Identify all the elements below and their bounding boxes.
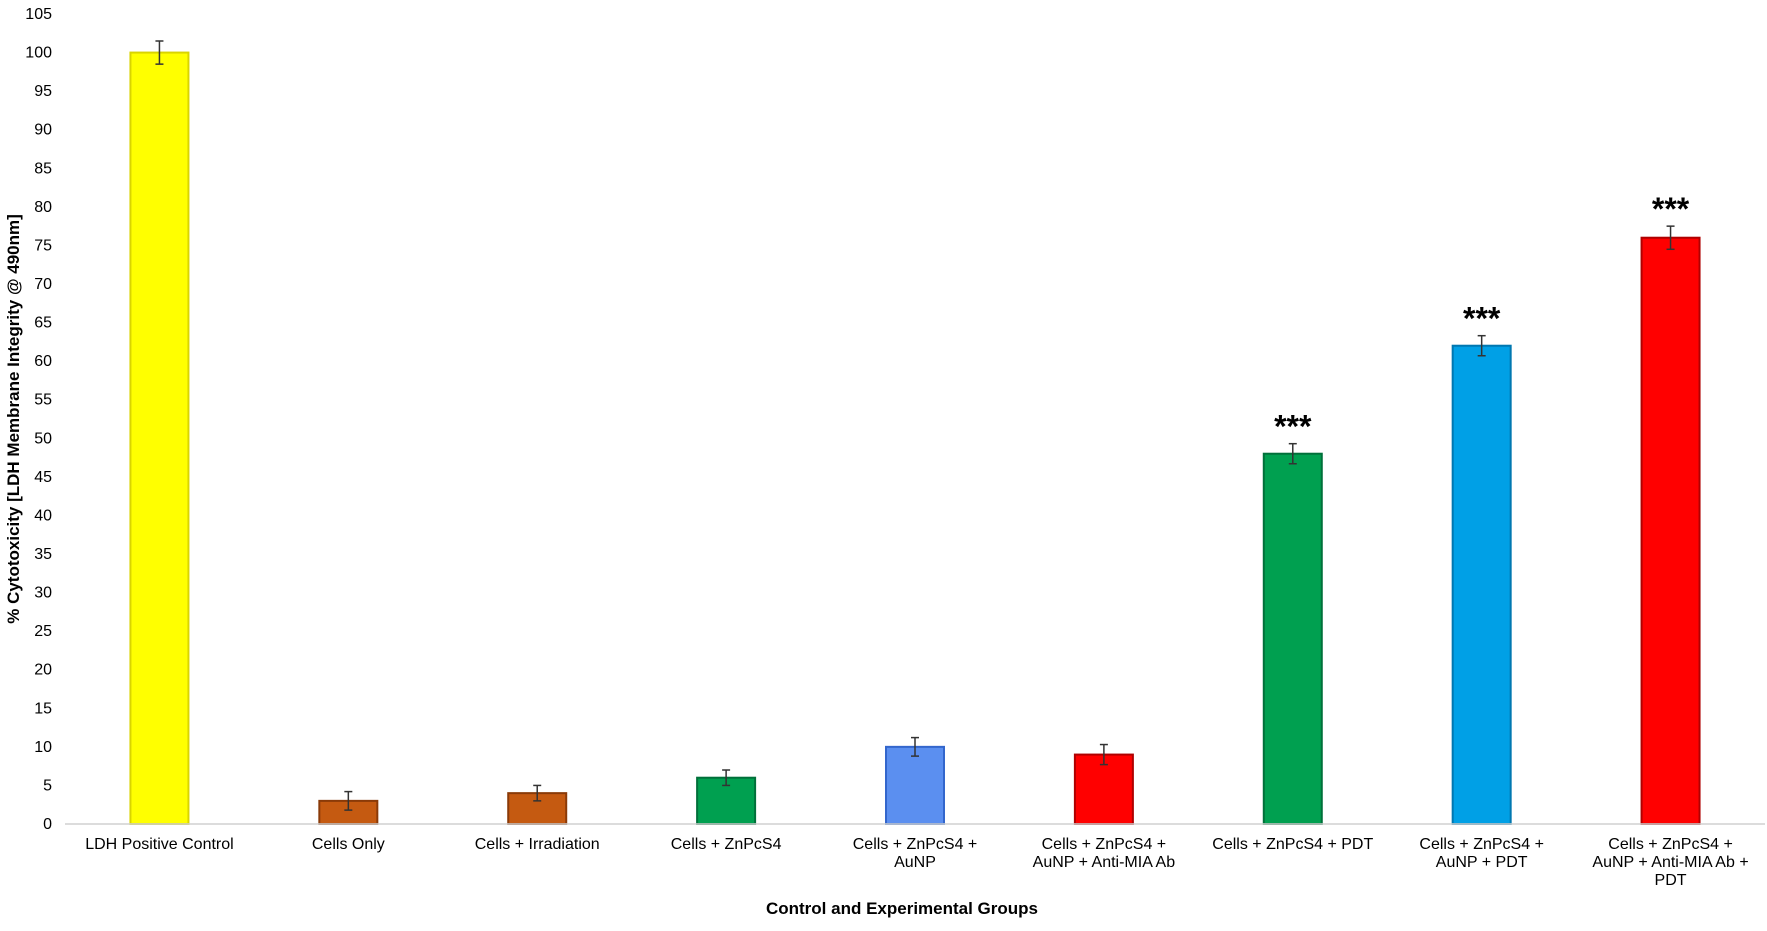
category-label: Cells + ZnPcS4 + <box>1419 836 1544 853</box>
category-label: AuNP <box>894 854 936 871</box>
category-label: Cells + ZnPcS4 + <box>853 836 978 853</box>
y-axis-ticks: 0 5 10 15 20 25 30 35 40 45 50 55 60 65 70 75 80 85 90 95 10… <box>25 6 52 833</box>
significance-label: *** <box>1274 409 1312 445</box>
category-label: PDT <box>1655 872 1687 889</box>
y-tick-label: 50 <box>34 430 52 447</box>
category-label: Cells + ZnPcS4 <box>671 836 782 853</box>
y-tick-label: 105 <box>25 6 52 23</box>
y-tick-label: 60 <box>34 353 52 370</box>
bar <box>129 51 190 826</box>
y-tick-label: 15 <box>34 700 52 717</box>
significance-label: *** <box>1652 191 1690 227</box>
y-tick-label: 0 <box>43 816 52 833</box>
category-label: Cells + Irradiation <box>475 836 600 853</box>
y-tick-label: 65 <box>34 315 52 332</box>
y-tick-label: 75 <box>34 237 52 254</box>
category-label: AuNP + PDT <box>1436 854 1528 871</box>
bar <box>1262 452 1323 825</box>
y-tick-label: 90 <box>34 122 52 139</box>
category-label: Cells + ZnPcS4 + PDT <box>1212 836 1373 853</box>
bars: *** *** *** <box>129 40 1701 826</box>
bar <box>885 745 945 825</box>
y-tick-label: 55 <box>34 392 52 409</box>
bar <box>1640 236 1701 825</box>
category-label: Cells + ZnPcS4 + <box>1042 836 1167 853</box>
y-tick-label: 20 <box>34 662 52 679</box>
y-tick-label: 40 <box>34 507 52 524</box>
y-tick-label: 5 <box>43 777 52 794</box>
category-label: AuNP + Anti-MIA Ab <box>1033 854 1176 871</box>
x-axis-title: Control and Experimental Groups <box>766 899 1038 918</box>
category-label: Cells + ZnPcS4 + <box>1608 836 1733 853</box>
category-label: Cells Only <box>312 836 385 853</box>
y-tick-label: 25 <box>34 623 52 640</box>
bar <box>1451 344 1512 825</box>
y-tick-label: 100 <box>25 45 52 62</box>
y-tick-label: 70 <box>34 276 52 293</box>
y-tick-label: 35 <box>34 546 52 563</box>
significance-label: *** <box>1463 301 1501 337</box>
y-tick-label: 95 <box>34 83 52 100</box>
category-label: LDH Positive Control <box>85 836 234 853</box>
y-tick-label: 45 <box>34 469 52 486</box>
y-tick-label: 30 <box>34 585 52 602</box>
y-axis-title: % Cytotoxicity [LDH Membrane Integrity @… <box>4 214 23 624</box>
y-tick-label: 80 <box>34 199 52 216</box>
category-label: AuNP + Anti-MIA Ab + <box>1592 854 1748 871</box>
y-tick-label: 85 <box>34 160 52 177</box>
category-labels: LDH Positive Control Cells Only Cells + Ir… <box>85 836 1748 889</box>
y-tick-label: 10 <box>34 739 52 756</box>
